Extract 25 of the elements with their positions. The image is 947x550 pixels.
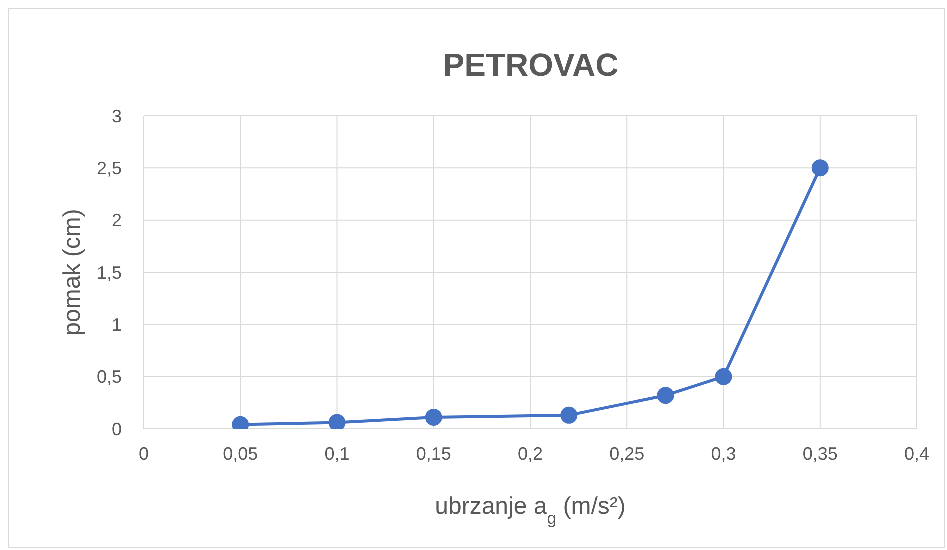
x-tick-label: 0,4	[904, 444, 930, 464]
y-tick-label: 2,5	[96, 158, 122, 179]
point	[425, 409, 442, 426]
point	[657, 387, 674, 404]
y-tick-label: 3	[112, 106, 122, 126]
chart-title: PETROVAC	[442, 47, 620, 84]
x-tick-label: 0,05	[223, 444, 258, 464]
x-tick-label: 0	[138, 444, 150, 464]
x-tick-label: 0,1	[324, 444, 350, 464]
x-axis-title: ubrzanje a$_{g}$ (m/s²)	[435, 493, 626, 528]
y-tick-label: 0,5	[96, 367, 122, 388]
y-tick-label: 0	[112, 419, 122, 440]
x-tick-label: 0,35	[802, 444, 838, 464]
x-tick-label: 0,3	[711, 444, 736, 464]
y-tick-label: 2	[112, 210, 122, 231]
point	[328, 414, 346, 429]
point	[812, 160, 829, 177]
x-tick-label: 0,2	[518, 444, 544, 464]
y-axis-title: pomak (cm)	[59, 209, 86, 336]
y-tick-label: 1	[112, 315, 122, 336]
x-tick-label: 0,15	[416, 444, 452, 464]
point	[715, 368, 732, 386]
x-tick-label: 0,25	[610, 444, 645, 464]
y-tick-label: 1,5	[96, 262, 122, 283]
point	[560, 406, 578, 424]
